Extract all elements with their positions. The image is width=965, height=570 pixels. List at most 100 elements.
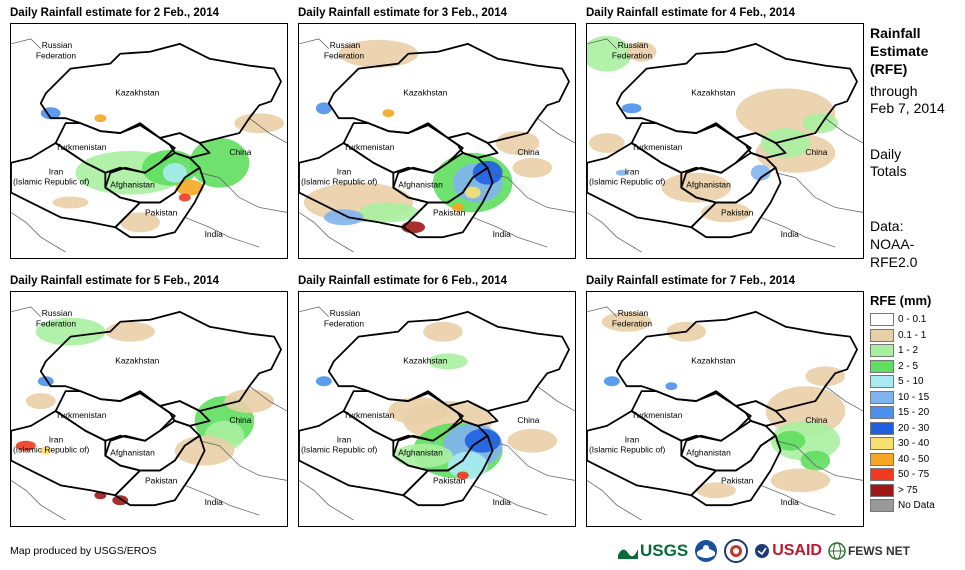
rainfall-area xyxy=(601,311,652,332)
rainfall-area xyxy=(770,468,831,493)
map-panel-3: Russian Federation Kazakhstan Turkmenistan C… xyxy=(586,23,864,259)
rainfall-area xyxy=(393,443,453,468)
label-iran-islamic-republic: (Islamic Republic of) xyxy=(301,177,378,187)
legend-swatch xyxy=(870,344,894,358)
label-india: India xyxy=(493,229,512,239)
map-panel-6: Russian Federation Kazakhstan Turkmenistan C… xyxy=(586,291,864,527)
label-russian: Russian xyxy=(330,308,361,318)
country-border xyxy=(587,142,717,229)
rainfall-area xyxy=(39,446,52,455)
legend-swatch xyxy=(870,328,894,342)
rainfall-area xyxy=(338,39,419,68)
map-credit: Map produced by USGS/EROS xyxy=(10,545,157,557)
rainfall-area xyxy=(15,440,36,451)
label-iran: Iran xyxy=(625,167,640,177)
border-line xyxy=(537,385,575,412)
rainfall-area xyxy=(323,209,364,226)
legend-label: > 75 xyxy=(898,484,918,496)
border-line xyxy=(487,172,575,213)
label-kazakhstan: Kazakhstan xyxy=(115,355,159,365)
legend-label: 10 - 15 xyxy=(898,391,930,403)
label-india: India xyxy=(781,229,800,239)
legend-swatch xyxy=(870,406,894,420)
map-panel-1: Russian Federation Kazakhstan Turkmenistan C… xyxy=(10,23,288,259)
side-title-line3: (RFE) xyxy=(870,61,908,77)
border-line xyxy=(587,38,618,50)
country-border xyxy=(447,400,499,427)
label-afghanistan: Afghanistan xyxy=(398,448,443,458)
legend-item: 20 - 30 xyxy=(870,421,935,437)
label-pakistan: Pakistan xyxy=(721,475,754,485)
country-border xyxy=(587,410,717,497)
label-kazakhstan: Kazakhstan xyxy=(691,355,735,365)
country-border xyxy=(11,410,141,497)
label-pakistan: Pakistan xyxy=(433,475,466,485)
map-panel-5: Russian Federation Kazakhstan Turkmenistan C… xyxy=(298,291,576,527)
label-pakistan: Pakistan xyxy=(721,207,754,217)
country-border xyxy=(11,142,141,229)
legend-swatch xyxy=(870,421,894,435)
usaid-logo-text: USAID xyxy=(772,542,822,559)
rainfall-area xyxy=(52,196,89,209)
border-line xyxy=(825,117,863,144)
border-line xyxy=(487,440,575,481)
rainfall-area xyxy=(456,471,469,480)
label-russian: Russian xyxy=(618,40,649,50)
border-line xyxy=(249,117,287,144)
legend-swatch xyxy=(870,390,894,404)
label-iran: Iran xyxy=(625,435,640,445)
legend-item: > 75 xyxy=(870,483,935,499)
legend-swatch xyxy=(870,499,894,513)
country-border xyxy=(159,132,211,159)
rainfall-area xyxy=(382,109,395,118)
rainfall-area xyxy=(665,382,678,391)
label-pakistan: Pakistan xyxy=(433,207,466,217)
country-border xyxy=(402,434,494,507)
rainfall-area xyxy=(507,428,558,453)
legend-item: 15 - 20 xyxy=(870,405,935,421)
label-russian: Russian xyxy=(618,308,649,318)
border-line xyxy=(587,212,642,253)
side-totals-line1: Daily xyxy=(870,146,902,162)
legend-label: 1 - 2 xyxy=(898,345,919,357)
fewsnet-logo: FEWS NET xyxy=(828,542,910,560)
side-totals-line2: Totals xyxy=(870,163,907,179)
rainfall-area xyxy=(701,202,751,223)
label-russian: Russian xyxy=(330,40,361,50)
label-china: China xyxy=(517,415,539,425)
label-afghanistan: Afghanistan xyxy=(686,180,731,190)
label-iran-islamic-republic: (Islamic Republic of) xyxy=(301,445,378,455)
partner-logos: USGS USAID FEWS NET xyxy=(618,538,910,564)
rainfall-area xyxy=(696,482,736,499)
label-afghanistan: Afghanistan xyxy=(110,180,155,190)
border-line xyxy=(587,480,642,521)
label-federation: Federation xyxy=(612,51,653,61)
country-border xyxy=(402,166,494,239)
label-russian: Russian xyxy=(42,40,73,50)
country-border xyxy=(690,434,782,507)
legend-label: 30 - 40 xyxy=(898,438,930,450)
side-through-line1: through xyxy=(870,83,918,99)
rainfall-area xyxy=(661,172,731,203)
country-border xyxy=(114,166,206,239)
rainfall-area xyxy=(428,353,468,370)
legend-swatch xyxy=(870,483,894,497)
rainfall-area xyxy=(765,386,846,436)
border-line xyxy=(760,485,836,516)
label-federation: Federation xyxy=(324,51,365,61)
label-federation: Federation xyxy=(36,319,77,329)
country-border xyxy=(299,142,429,229)
border-line xyxy=(11,480,66,521)
label-china: China xyxy=(229,147,251,157)
legend-label: 40 - 50 xyxy=(898,453,930,465)
border-line xyxy=(184,217,260,248)
legend-label: 2 - 5 xyxy=(898,360,919,372)
border-line xyxy=(249,385,287,412)
rainfall-area xyxy=(621,103,642,114)
legend-item: 10 - 15 xyxy=(870,390,935,406)
legend-label: 20 - 30 xyxy=(898,422,930,434)
legend-swatch xyxy=(870,437,894,451)
border-line xyxy=(199,440,287,481)
label-iran: Iran xyxy=(337,167,352,177)
label-iran: Iran xyxy=(337,435,352,445)
